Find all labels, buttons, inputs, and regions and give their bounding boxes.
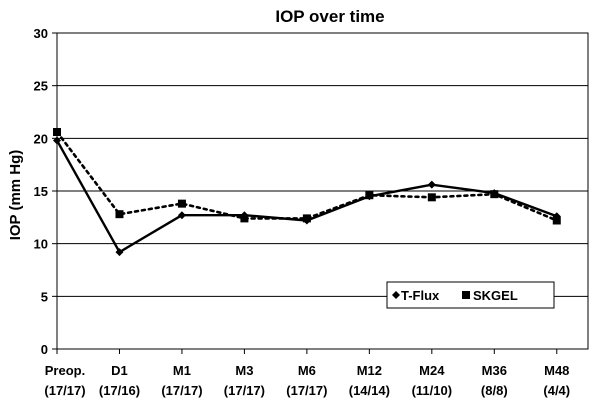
x-tick-label: M6 xyxy=(298,363,316,378)
data-point-square xyxy=(427,193,436,202)
x-tick-label: Preop. xyxy=(45,363,85,378)
x-tick-sublabel: (4/4) xyxy=(543,383,570,398)
series-t-flux xyxy=(53,136,561,257)
x-tick-sublabel: (17/16) xyxy=(99,383,140,398)
data-point-diamond xyxy=(490,189,499,198)
y-axis-ticks: 0 5 10 15 20 25 30 xyxy=(34,26,57,357)
x-tick-label: M3 xyxy=(235,363,253,378)
data-point-diamond xyxy=(427,180,436,189)
y-tick-label: 0 xyxy=(41,342,48,357)
series-line xyxy=(55,139,558,254)
x-axis-ticks: Preop. (17/17) D1 (17/16) M1 (17/17) M3 (17/17)… xyxy=(44,349,570,398)
x-tick-label: M48 xyxy=(544,363,569,378)
x-tick-sublabel: (17/17) xyxy=(44,383,85,398)
series-layer xyxy=(53,128,561,257)
data-point-square xyxy=(177,199,186,208)
data-point-diamond xyxy=(115,248,124,257)
legend-box xyxy=(386,281,555,309)
data-point-diamond xyxy=(240,211,249,220)
series-skgel xyxy=(53,128,561,225)
x-tick-label: M12 xyxy=(357,363,382,378)
y-axis-label: IOP (mm Hg) xyxy=(7,150,24,241)
data-point-diamond xyxy=(552,212,561,221)
chart-title: IOP over time xyxy=(275,7,384,26)
legend: T-Flux SKGEL xyxy=(386,281,555,309)
x-tick-sublabel: (17/17) xyxy=(161,383,202,398)
data-point-square xyxy=(552,216,561,225)
data-point-diamond xyxy=(177,211,186,220)
data-point-diamond xyxy=(365,192,374,201)
data-point-diamond xyxy=(53,136,61,145)
x-tick-sublabel: (17/17) xyxy=(286,383,327,398)
x-tick-sublabel: (8/8) xyxy=(481,383,508,398)
legend-tflux-label: T-Flux xyxy=(401,288,440,303)
legend-skgel-label: SKGEL xyxy=(473,288,518,303)
x-tick-sublabel: (11/10) xyxy=(412,383,452,398)
x-tick-sublabel: (17/17) xyxy=(224,383,265,398)
y-tick-label: 30 xyxy=(34,26,48,41)
y-tick-label: 20 xyxy=(34,131,48,146)
x-tick-label: M1 xyxy=(173,363,191,378)
data-point-square xyxy=(115,210,124,219)
legend-tflux-marker xyxy=(392,291,400,299)
series-line xyxy=(55,130,559,222)
data-point-diamond xyxy=(302,216,311,225)
y-tick-label: 10 xyxy=(34,237,48,252)
y-tick-label: 15 xyxy=(34,184,48,199)
x-tick-label: M24 xyxy=(419,363,445,378)
x-tick-label: D1 xyxy=(111,363,128,378)
x-tick-label: M36 xyxy=(482,363,507,378)
x-tick-sublabel: (14/14) xyxy=(349,383,390,398)
y-tick-label: 5 xyxy=(41,289,48,304)
grid-lines xyxy=(57,85,588,297)
y-tick-label: 25 xyxy=(34,79,48,94)
legend-skgel-marker xyxy=(462,291,470,299)
data-point-square xyxy=(53,128,61,137)
